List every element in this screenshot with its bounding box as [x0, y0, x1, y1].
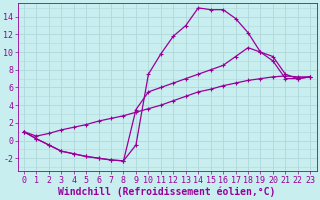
- X-axis label: Windchill (Refroidissement éolien,°C): Windchill (Refroidissement éolien,°C): [58, 186, 276, 197]
